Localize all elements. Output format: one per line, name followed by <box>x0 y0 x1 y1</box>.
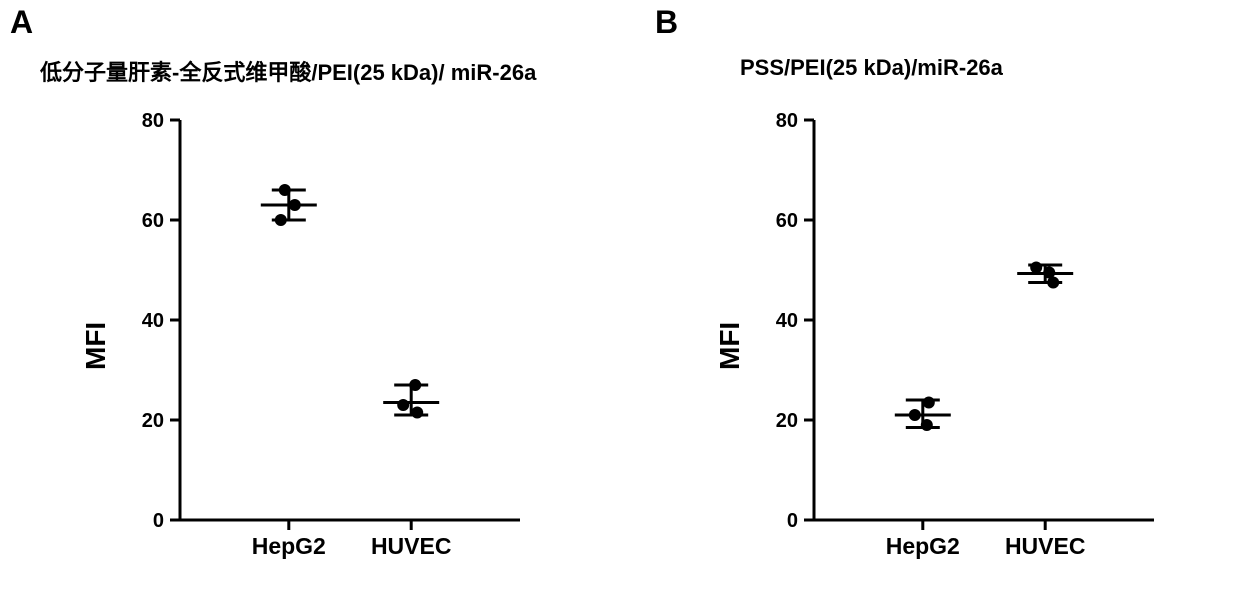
svg-text:80: 80 <box>142 110 164 132</box>
panel-b-svg: 0 20 40 60 80 HepG2 HUVEC <box>724 100 1184 570</box>
svg-text:0: 0 <box>153 510 164 532</box>
svg-text:60: 60 <box>776 210 798 232</box>
svg-text:HepG2: HepG2 <box>252 533 326 559</box>
svg-text:20: 20 <box>142 410 164 432</box>
svg-text:80: 80 <box>776 110 798 132</box>
panel-a-title: 低分子量肝素-全反式维甲酸/PEI(25 kDa)/ miR-26a <box>40 55 536 87</box>
svg-text:HUVEC: HUVEC <box>1005 533 1086 559</box>
panel-a-plot: 0 20 40 60 80 HepG2 HUVEC <box>90 100 550 570</box>
svg-text:HUVEC: HUVEC <box>371 533 452 559</box>
svg-text:0: 0 <box>787 510 798 532</box>
figure-root: A 低分子量肝素-全反式维甲酸/PEI(25 kDa)/ miR-26a MFI… <box>0 0 1240 610</box>
panel-b-title: PSS/PEI(25 kDa)/miR-26a <box>740 55 1003 81</box>
panel-b-label: B <box>655 6 678 38</box>
svg-text:40: 40 <box>776 310 798 332</box>
panel-a-label: A <box>10 6 33 38</box>
svg-text:40: 40 <box>142 310 164 332</box>
svg-text:HepG2: HepG2 <box>886 533 960 559</box>
panel-a-svg: 0 20 40 60 80 HepG2 HUVEC <box>90 100 550 570</box>
panel-b-plot: 0 20 40 60 80 HepG2 HUVEC <box>724 100 1184 570</box>
svg-text:20: 20 <box>776 410 798 432</box>
svg-text:60: 60 <box>142 210 164 232</box>
